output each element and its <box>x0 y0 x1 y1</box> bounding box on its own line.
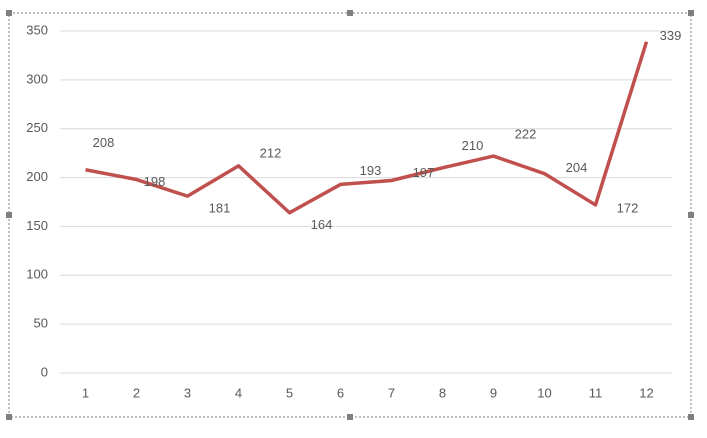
selection-border <box>8 12 692 418</box>
x-tick-label: 8 <box>439 385 446 400</box>
y-tick-label: 300 <box>26 71 48 86</box>
data-label: 204 <box>566 160 588 175</box>
y-tick-label: 150 <box>26 218 48 233</box>
data-label: 212 <box>260 145 282 160</box>
data-label: 339 <box>660 28 682 43</box>
selection-handles <box>6 10 694 420</box>
x-tick-label: 7 <box>388 385 395 400</box>
x-tick-label: 11 <box>589 385 603 400</box>
y-tick-label: 100 <box>26 267 48 282</box>
x-tick-label: 10 <box>537 385 551 400</box>
x-tick-label: 3 <box>184 385 191 400</box>
y-tick-label: 0 <box>41 364 48 379</box>
data-label: 208 <box>93 135 115 150</box>
x-tick-label: 5 <box>286 385 293 400</box>
x-tick-label: 9 <box>490 385 497 400</box>
data-label: 181 <box>209 201 231 216</box>
data-label: 197 <box>413 165 435 180</box>
data-label: 222 <box>515 127 537 142</box>
y-tick-label: 50 <box>34 316 48 331</box>
data-label: 198 <box>144 174 166 189</box>
y-tick-label: 250 <box>26 120 48 135</box>
x-tick-label: 6 <box>337 385 344 400</box>
x-tick-label: 2 <box>133 385 140 400</box>
data-label: 172 <box>617 200 639 215</box>
y-tick-label: 350 <box>26 22 48 37</box>
data-label: 164 <box>311 217 333 232</box>
x-tick-label: 1 <box>82 385 89 400</box>
x-tick-label: 4 <box>235 385 242 400</box>
data-line <box>85 41 649 215</box>
x-tick-label: 12 <box>639 385 653 400</box>
data-label: 193 <box>360 163 382 178</box>
data-label: 210 <box>462 138 484 153</box>
y-tick-label: 200 <box>26 169 48 184</box>
